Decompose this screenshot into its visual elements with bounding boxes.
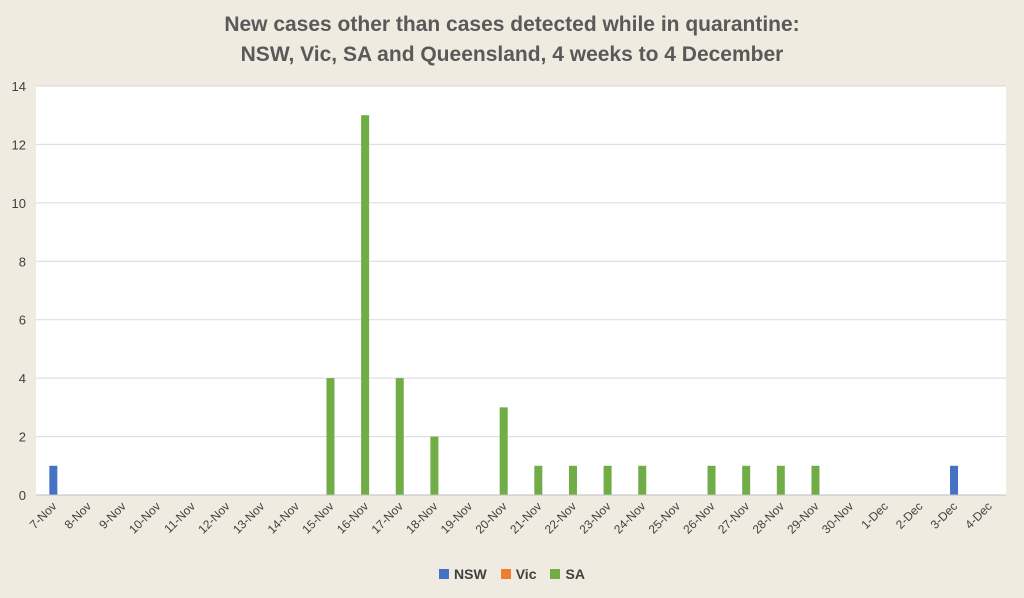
bar-sa-24-nov	[638, 465, 647, 495]
x-tick-label: 14-Nov	[265, 499, 302, 536]
y-tick-label: 2	[19, 430, 26, 445]
x-tick-label: 10-Nov	[126, 499, 163, 536]
legend-label: SA	[565, 566, 585, 582]
x-tick-label: 12-Nov	[195, 499, 232, 536]
y-tick-label: 10	[12, 196, 26, 211]
bar-sa-27-nov	[742, 465, 751, 495]
x-tick-label: 20-Nov	[473, 499, 510, 536]
x-tick-label: 3-Dec	[928, 499, 961, 532]
legend-swatch	[500, 569, 511, 579]
legend-label: Vic	[515, 566, 537, 582]
bar-sa-23-nov	[603, 465, 612, 495]
bar-sa-21-nov	[534, 465, 543, 495]
bar-sa-22-nov	[568, 465, 577, 495]
x-tick-label: 7-Nov	[27, 499, 60, 532]
x-tick-label: 19-Nov	[438, 499, 475, 536]
bar-nsw-7-nov	[49, 465, 58, 495]
x-tick-label: 21-Nov	[507, 499, 544, 536]
bar-sa-26-nov	[707, 465, 716, 495]
bar-sa-16-nov	[361, 115, 370, 495]
chart-legend: NSW Vic SA	[0, 566, 1024, 582]
x-tick-label: 28-Nov	[750, 499, 787, 536]
x-tick-label: 24-Nov	[611, 499, 648, 536]
x-tick-label: 9-Nov	[96, 499, 129, 532]
x-tick-label: 23-Nov	[576, 499, 613, 536]
x-tick-label: 22-Nov	[542, 499, 579, 536]
x-tick-label: 2-Dec	[893, 499, 926, 532]
legend-item-nsw: NSW	[439, 566, 487, 582]
y-tick-label: 14	[12, 79, 26, 94]
legend-item-vic: Vic	[500, 566, 537, 582]
legend-label: NSW	[454, 566, 487, 582]
legend-swatch	[550, 569, 561, 579]
bar-sa-17-nov	[395, 378, 404, 495]
x-tick-label: 18-Nov	[403, 499, 440, 536]
x-tick-label: 1-Dec	[858, 499, 891, 532]
chart-title: New cases other than cases detected whil…	[0, 10, 1024, 70]
bar-sa-15-nov	[326, 378, 335, 495]
bar-nsw-3-dec	[950, 465, 959, 495]
chart-title-line-1: New cases other than cases detected whil…	[224, 13, 800, 36]
x-tick-label: 15-Nov	[299, 499, 336, 536]
x-tick-label: 29-Nov	[784, 499, 821, 536]
bar-sa-28-nov	[776, 465, 785, 495]
x-tick-label: 25-Nov	[646, 499, 683, 536]
y-tick-label: 6	[19, 313, 26, 328]
plot-area	[36, 86, 1006, 495]
y-tick-label: 12	[12, 137, 26, 152]
x-tick-label: 16-Nov	[334, 499, 371, 536]
y-tick-label: 4	[19, 371, 26, 386]
bar-sa-20-nov	[499, 407, 508, 495]
legend-swatch	[439, 569, 450, 579]
x-tick-label: 30-Nov	[819, 499, 856, 536]
y-tick-label: 0	[19, 488, 26, 503]
bar-sa-18-nov	[430, 436, 439, 495]
x-tick-label: 26-Nov	[680, 499, 717, 536]
x-tick-label: 11-Nov	[161, 499, 198, 536]
chart-title-line-2: NSW, Vic, SA and Queensland, 4 weeks to …	[240, 43, 784, 66]
x-tick-label: 17-Nov	[369, 499, 406, 536]
bar-sa-29-nov	[811, 465, 820, 495]
x-tick-label: 13-Nov	[230, 499, 267, 536]
x-tick-label: 8-Nov	[62, 499, 95, 532]
x-tick-label: 4-Dec	[962, 499, 995, 532]
x-tick-label: 27-Nov	[715, 499, 752, 536]
y-tick-label: 8	[19, 254, 26, 269]
legend-item-sa: SA	[550, 566, 585, 582]
